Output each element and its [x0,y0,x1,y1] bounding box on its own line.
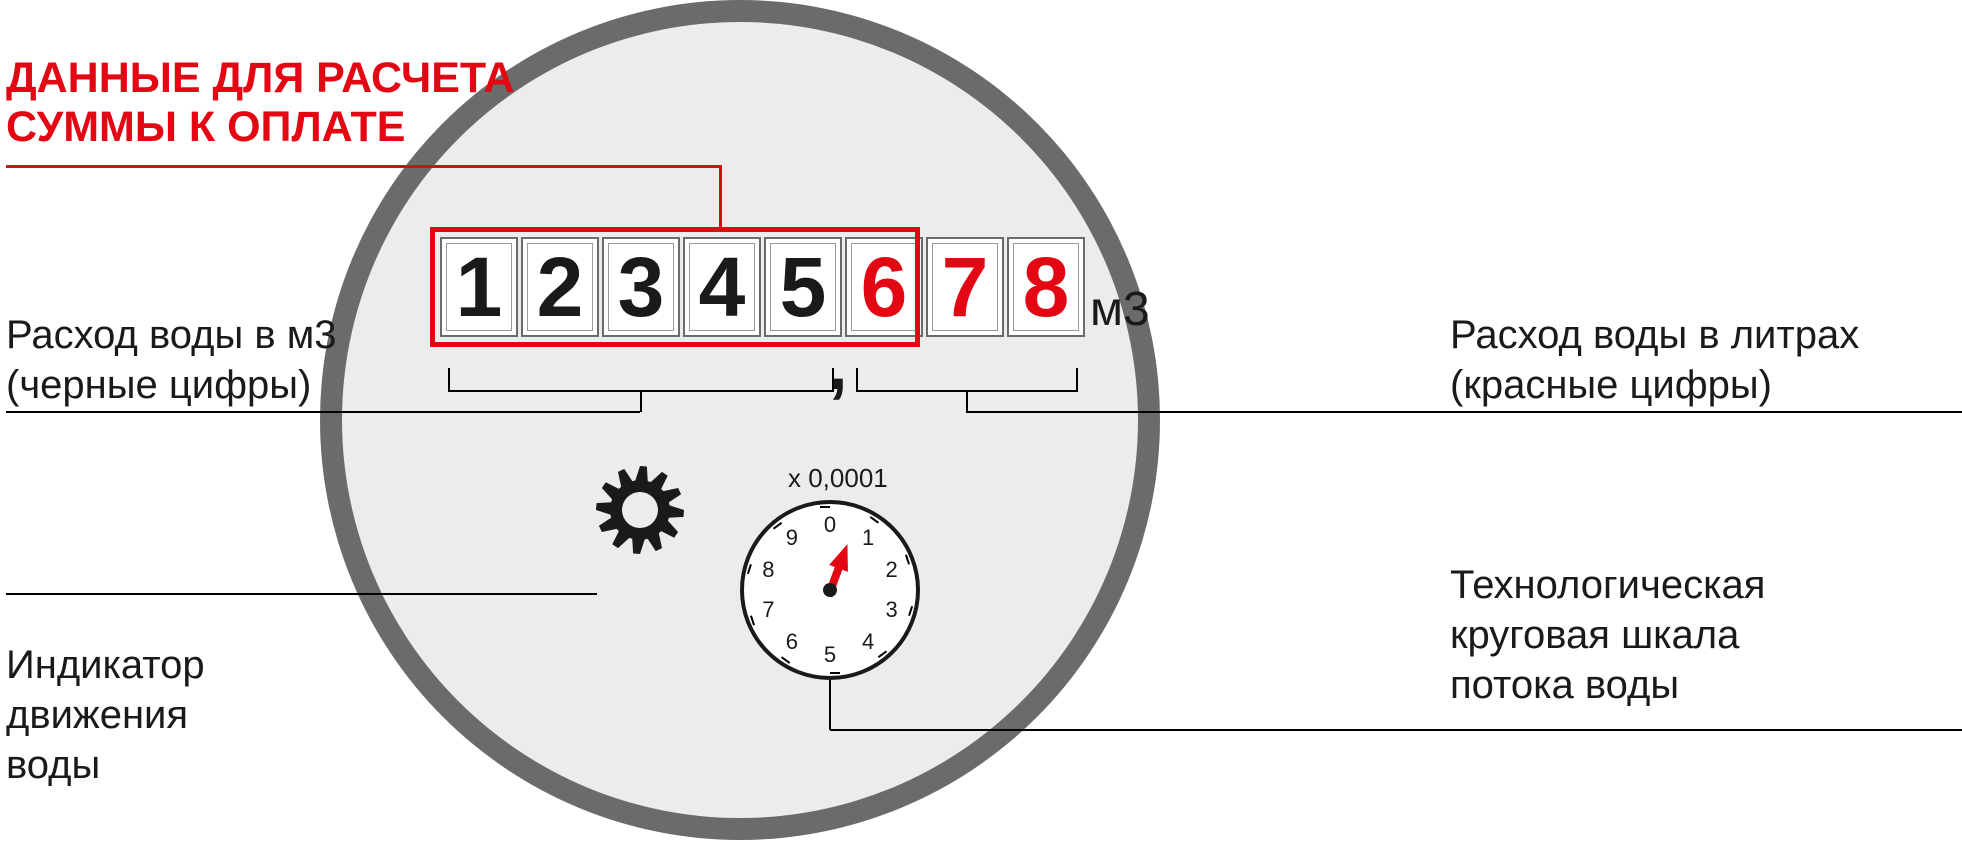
leader-m3 [6,411,640,413]
leader-red-horizontal [6,165,720,168]
callout-liters: Расход воды в литрах (красные цифры) [1450,310,1859,410]
flow-indicator-gear [586,456,694,564]
dial-number-3: 3 [886,597,898,623]
flow-dial: 0123456789 [740,500,920,680]
bracket-liters-left-tick [856,368,858,390]
dial-number-7: 7 [762,597,774,623]
dial-hub [823,583,837,597]
dial-tick-5 [830,672,840,674]
dial-number-8: 8 [762,557,774,583]
dial-number-0: 0 [824,512,836,538]
payment-digits-frame [430,227,920,347]
leader-red-vertical [719,165,722,227]
dial-tick-0 [820,506,830,508]
callout-gear: Индикатор движения воды [6,640,205,790]
callout-dial: Технологическая круговая шкала потока во… [1450,560,1765,710]
bracket-liters-right-tick [1076,368,1078,390]
dial-multiplier-label: x 0,0001 [788,463,888,494]
leader-gear [6,593,597,595]
title-payment-data: ДАННЫЕ ДЛЯ РАСЧЕТА СУММЫ К ОПЛАТЕ [6,54,515,153]
callout-m3: Расход воды в м3 (черные цифры) [6,310,336,410]
dial-number-5: 5 [824,642,836,668]
leader-dial-v [829,680,831,730]
leader-dial-h [830,729,1962,731]
dial-number-2: 2 [886,557,898,583]
leader-liters [966,411,1962,413]
bracket-liters-stem [966,390,968,412]
